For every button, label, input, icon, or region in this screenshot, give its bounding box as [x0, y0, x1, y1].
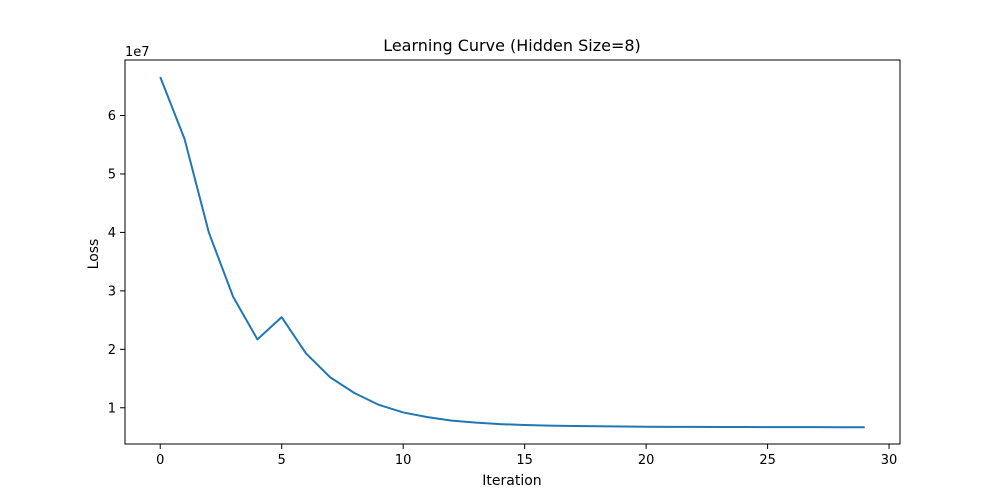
y-tick-label-6: 6: [108, 109, 116, 124]
y-tick-label-4: 4: [108, 226, 116, 241]
y-tick-label-2: 2: [108, 343, 116, 358]
plot-frame: [124, 59, 901, 445]
loss-series-line: [159, 76, 865, 429]
x-axis-title: Iteration: [482, 473, 541, 489]
chart-title: Learning Curve (Hidden Size=8): [383, 36, 641, 55]
x-tick-label-5: 5: [278, 453, 286, 468]
x-tick-label-25: 25: [759, 453, 776, 468]
y-tick-label-5: 5: [108, 167, 116, 182]
y-axis-title: Loss: [86, 239, 102, 270]
y-tick-label-3: 3: [108, 284, 116, 299]
x-tick-label-20: 20: [638, 453, 655, 468]
plot-area: 0 5 10 15 20 25 30 1 2 3 4 5 6: [108, 59, 901, 468]
y-offset-label: 1e7: [125, 45, 150, 60]
x-tick-label-30: 30: [881, 453, 898, 468]
y-tick-label-1: 1: [108, 401, 116, 416]
x-tick-label-15: 15: [516, 453, 533, 468]
x-tick-label-10: 10: [395, 453, 412, 468]
x-tick-label-0: 0: [156, 453, 164, 468]
